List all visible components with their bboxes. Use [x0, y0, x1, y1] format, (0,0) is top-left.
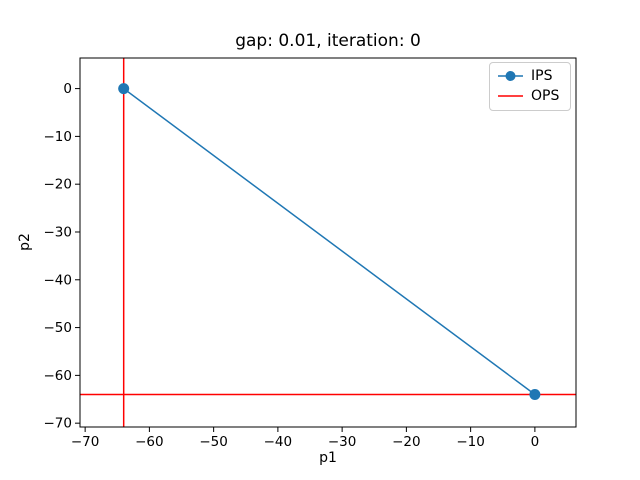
- legend-label-ips: IPS: [531, 68, 553, 84]
- ips-line-marker-icon: [498, 71, 523, 81]
- x-tick-label: −70: [71, 434, 100, 450]
- legend-item-ops: OPS: [497, 88, 563, 104]
- x-tick-label: −50: [199, 434, 228, 450]
- chart-title: gap: 0.01, iteration: 0: [235, 31, 421, 51]
- y-tick-label: −50: [44, 320, 73, 336]
- x-tick-label: −60: [135, 434, 164, 450]
- legend: IPS OPS: [489, 62, 571, 111]
- legend-label-ops: OPS: [531, 88, 560, 104]
- y-tick-label: −30: [44, 224, 73, 240]
- y-tick-label: −20: [44, 177, 73, 193]
- y-tick-label: 0: [63, 81, 72, 97]
- ops-line-icon: [498, 95, 523, 97]
- legend-item-ips: IPS: [497, 68, 563, 84]
- ips-marker: [118, 83, 130, 95]
- x-tick-label: −20: [392, 434, 421, 450]
- plot-border: [79, 57, 577, 428]
- y-tick-label: −70: [44, 416, 73, 432]
- x-tick-label: −30: [328, 434, 357, 450]
- x-axis-label: p1: [319, 450, 337, 466]
- y-tick-label: −10: [44, 129, 73, 145]
- ips-line: [123, 87, 536, 396]
- x-tick-label: −10: [456, 434, 485, 450]
- ips-marker: [529, 388, 541, 400]
- x-tick-label: −40: [264, 434, 293, 450]
- x-tick-label: 0: [531, 434, 540, 450]
- y-tick-label: −40: [44, 272, 73, 288]
- y-tick-label: −60: [44, 368, 73, 384]
- y-axis-label: p2: [17, 233, 33, 251]
